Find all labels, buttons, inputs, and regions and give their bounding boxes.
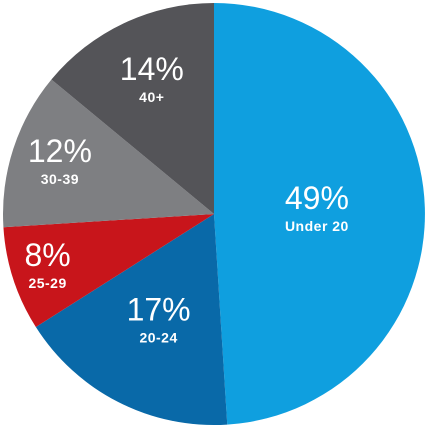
slice-value-label: 14% [120,51,184,87]
slice-category-label: 20-24 [139,330,177,346]
slice-category-label: 30-39 [41,171,79,187]
slice-value-label: 12% [28,133,92,169]
slice-category-label: 25-29 [28,275,66,291]
pie-labels: 49% Under 20 17% 20-24 8% 25-29 12% 30-39 14% 40+ [24,51,348,346]
slice-value-label: 49% [285,180,349,216]
pie-slice-20-24 [35,214,228,425]
slice-category-label: 40+ [139,89,164,105]
slice-value-label: 17% [127,292,191,328]
slice-category-label: Under 20 [285,218,349,234]
pie-slice-under-20 [214,3,425,425]
pie-slices [3,3,425,425]
slice-value-label: 8% [24,237,70,273]
pie-slice-40 [51,3,214,214]
pie-slice-25-29 [3,214,215,328]
pie-slice-30-39 [3,79,214,228]
